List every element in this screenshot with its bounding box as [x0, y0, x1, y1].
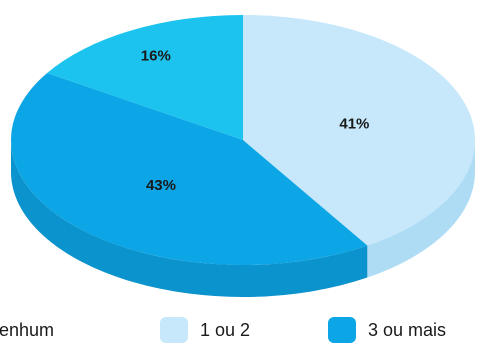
- legend-label-3-ou-mais: 3 ou mais: [368, 320, 447, 340]
- pie-slices: [11, 15, 475, 265]
- pie-labels: 41% 43% 16%: [141, 48, 370, 195]
- pie-side-3-ou-mais: [11, 140, 368, 298]
- legend-label-nenhum: Nenhum: [0, 320, 55, 340]
- legend-swatch-3-ou-mais: [328, 317, 356, 343]
- pie-sides: [11, 140, 475, 298]
- legend-item-1-ou-2: 1 ou 2: [160, 316, 250, 344]
- legend: Nenhum 1 ou 2 3 ou mais: [0, 316, 481, 344]
- legend-item-nenhum: Nenhum: [0, 316, 54, 344]
- pie-label-3-ou-mais: 43%: [146, 177, 176, 194]
- legend-label-1-ou-2: 1 ou 2: [200, 320, 251, 340]
- legend-item-3-ou-mais: 3 ou mais: [328, 316, 446, 344]
- pie-slice-1-ou-2: [243, 15, 475, 246]
- pie-slice-nenhum: [47, 15, 243, 140]
- pie-label-nenhum: 16%: [141, 48, 171, 65]
- pie-label-1-ou-2: 41%: [339, 116, 369, 133]
- legend-swatch-1-ou-2: [160, 317, 188, 343]
- pie-slice-3-ou-mais: [11, 73, 368, 265]
- pie-side-1-ou-2: [367, 140, 475, 278]
